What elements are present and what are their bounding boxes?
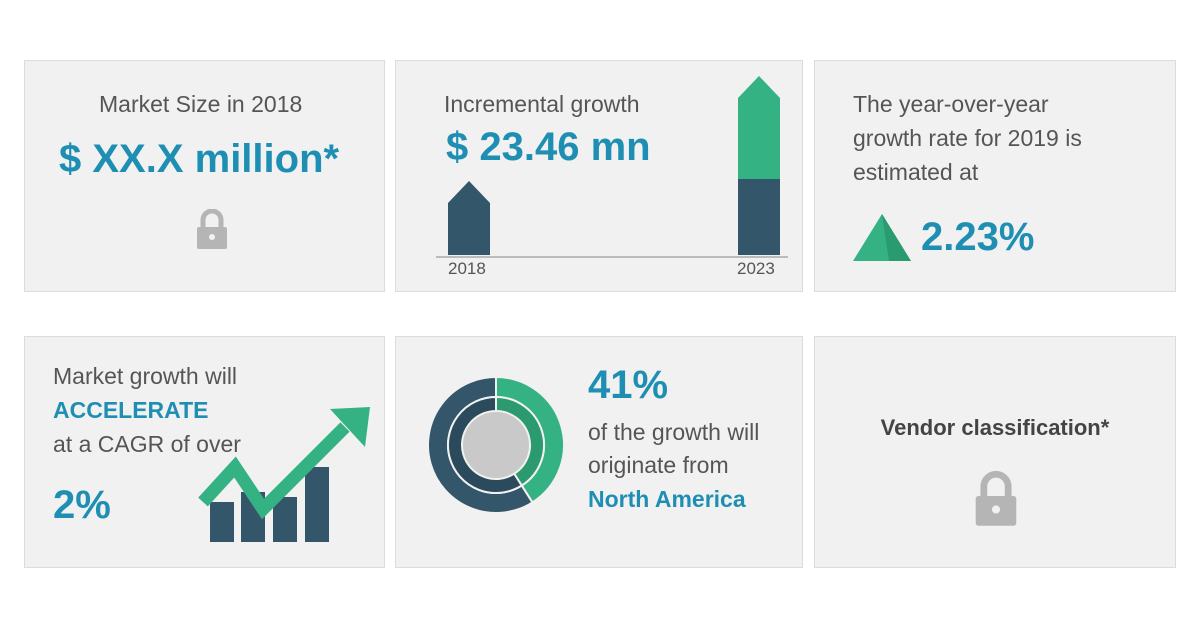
- cagr-value: 2%: [53, 483, 111, 527]
- bar-2018: [448, 181, 490, 255]
- incremental-value: $ 23.46 mn: [446, 125, 651, 169]
- vendor-card: Vendor classification*: [814, 336, 1176, 568]
- region-name: North America: [588, 486, 746, 512]
- growth-chart-arrow-icon: [198, 407, 370, 542]
- region-share-value: 41%: [588, 363, 669, 407]
- cagr-highlight: ACCELERATE: [53, 397, 209, 423]
- region-line-1: of the growth will: [588, 419, 760, 445]
- yoy-line-1: The year-over-year: [853, 91, 1049, 117]
- yoy-line-3: estimated at: [853, 159, 979, 185]
- yoy-value: 2.23%: [921, 215, 1035, 259]
- donut-inner-slice-other: [447, 395, 524, 494]
- vendor-label: Vendor classification*: [880, 415, 1110, 440]
- bar-2023-growth: [738, 76, 780, 179]
- year-2023: 2023: [737, 259, 775, 278]
- lock-icon: [975, 471, 1017, 526]
- market-size-card: Market Size in 2018 $ XX.X million*: [24, 60, 385, 292]
- triangle-up-icon: [853, 214, 911, 261]
- market-size-label: Market Size in 2018: [99, 91, 303, 117]
- incremental-growth-card: Incremental growth $ 23.46 mn 2018 2023: [395, 60, 803, 292]
- cagr-card: Market growth will ACCELERATE at a CAGR …: [24, 336, 385, 568]
- cagr-line-1: Market growth will: [53, 363, 238, 389]
- region-line-2: originate from: [588, 452, 729, 478]
- year-2018: 2018: [448, 259, 486, 278]
- yoy-card: The year-over-year growth rate for 2019 …: [814, 60, 1176, 292]
- incremental-label: Incremental growth: [444, 91, 640, 117]
- donut-center: [463, 412, 529, 478]
- region-card: 41% of the growth will originate from No…: [395, 336, 803, 568]
- bar-graphic: [436, 76, 788, 258]
- lock-icon: [197, 209, 227, 249]
- yoy-line-2: growth rate for 2019 is: [853, 125, 1082, 151]
- market-size-value: $ XX.X million*: [59, 137, 340, 181]
- cagr-line-3: at a CAGR of over: [53, 431, 241, 457]
- region-donut-chart: [427, 375, 565, 514]
- bar-2023-base: [738, 179, 780, 255]
